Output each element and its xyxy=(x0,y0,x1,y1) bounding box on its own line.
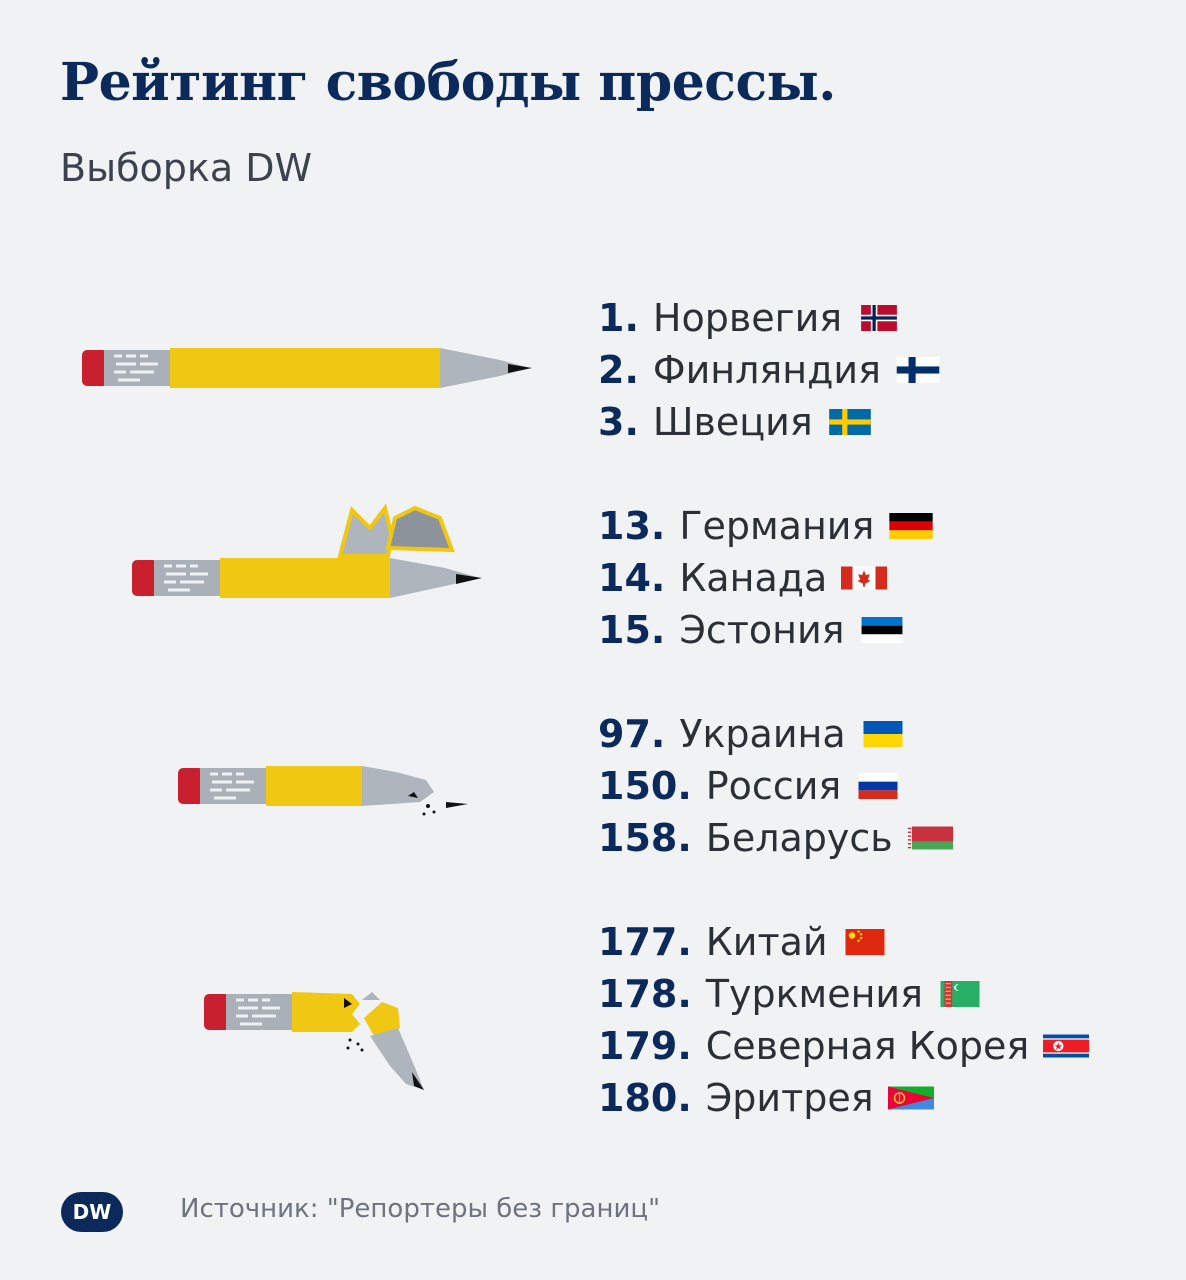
list-item: 158. Беларусь xyxy=(598,812,953,864)
china-flag-icon xyxy=(845,929,885,955)
rank-number: 3. xyxy=(598,400,639,444)
pencil-snapped-icon xyxy=(204,992,424,1090)
source-note: Источник: "Репортеры без границ" xyxy=(180,1194,661,1224)
list-item: 14. Канада xyxy=(598,552,934,604)
rank-number: 1. xyxy=(598,296,639,340)
russia-flag-icon xyxy=(858,773,898,799)
country-name: Россия xyxy=(705,764,842,808)
ukraine-flag-icon xyxy=(863,721,903,747)
pencil-full-icon xyxy=(82,348,532,388)
belarus-flag-icon xyxy=(906,826,953,850)
rank-number: 13. xyxy=(598,504,666,548)
group-upper-rank: 13. Германия 14. Канада 15. Эстония xyxy=(598,500,934,656)
sweden-flag-icon xyxy=(828,409,871,435)
rank-number: 15. xyxy=(598,608,666,652)
norway-flag-icon xyxy=(861,305,898,331)
list-item: 97. Украина xyxy=(598,708,953,760)
list-item: 150. Россия xyxy=(598,760,953,812)
list-item: 177. Китай xyxy=(598,916,1089,968)
list-item: 179. Северная Корея xyxy=(598,1020,1090,1072)
canada-flag-icon xyxy=(841,566,888,590)
rank-number: 180. xyxy=(598,1076,692,1120)
turkmenistan-flag-icon xyxy=(940,981,980,1007)
rank-number: 177. xyxy=(598,920,692,964)
dw-logo-text: DW xyxy=(73,1200,112,1224)
country-name: Украина xyxy=(679,712,846,756)
eritrea-flag-icon xyxy=(887,1086,934,1110)
rank-number: 2. xyxy=(598,348,639,392)
country-name: Туркмения xyxy=(705,972,923,1016)
pencil-shavings-icon xyxy=(132,503,482,598)
germany-flag-icon xyxy=(889,513,934,539)
list-item: 178. Туркмения xyxy=(598,968,1089,1020)
page-title: Рейтинг свободы прессы. xyxy=(60,52,836,113)
list-item: 13. Германия xyxy=(598,500,934,552)
list-item: 2. Финляндия xyxy=(598,344,941,396)
country-name: Эритрея xyxy=(705,1076,874,1120)
rank-number: 14. xyxy=(598,556,666,600)
rank-number: 158. xyxy=(598,816,692,860)
group-top-rank: 1. Норвегия 2. Финляндия 3. Швеция xyxy=(598,292,941,448)
country-name: Беларусь xyxy=(705,816,893,860)
list-item: 3. Швеция xyxy=(598,396,941,448)
country-name: Норвегия xyxy=(652,296,843,340)
estonia-flag-icon xyxy=(861,617,902,643)
list-item: 15. Эстония xyxy=(598,604,934,656)
country-name: Северная Корея xyxy=(705,1024,1030,1068)
rank-number: 150. xyxy=(598,764,692,808)
country-name: Швеция xyxy=(652,400,813,444)
north-korea-flag-icon xyxy=(1043,1034,1090,1058)
list-item: 1. Норвегия xyxy=(598,292,941,344)
country-name: Канада xyxy=(679,556,828,600)
country-name: Германия xyxy=(679,504,875,548)
country-name: Китай xyxy=(705,920,828,964)
country-name: Финляндия xyxy=(652,348,881,392)
rank-number: 179. xyxy=(598,1024,692,1068)
page-subtitle: Выборка DW xyxy=(60,146,313,190)
pencil-broken-tip-icon xyxy=(178,766,468,816)
group-bottom-rank: 177. Китай 178. Туркмения 179. Северная … xyxy=(598,916,1090,1124)
group-middle-rank: 97. Украина 150. Россия 158. Беларусь xyxy=(598,708,953,864)
rank-number: 97. xyxy=(598,712,666,756)
finland-flag-icon xyxy=(896,357,940,383)
dw-logo-icon: DW xyxy=(61,1192,123,1232)
country-name: Эстония xyxy=(679,608,845,652)
list-item: 180. Эритрея xyxy=(598,1072,1089,1124)
rank-number: 178. xyxy=(598,972,692,1016)
